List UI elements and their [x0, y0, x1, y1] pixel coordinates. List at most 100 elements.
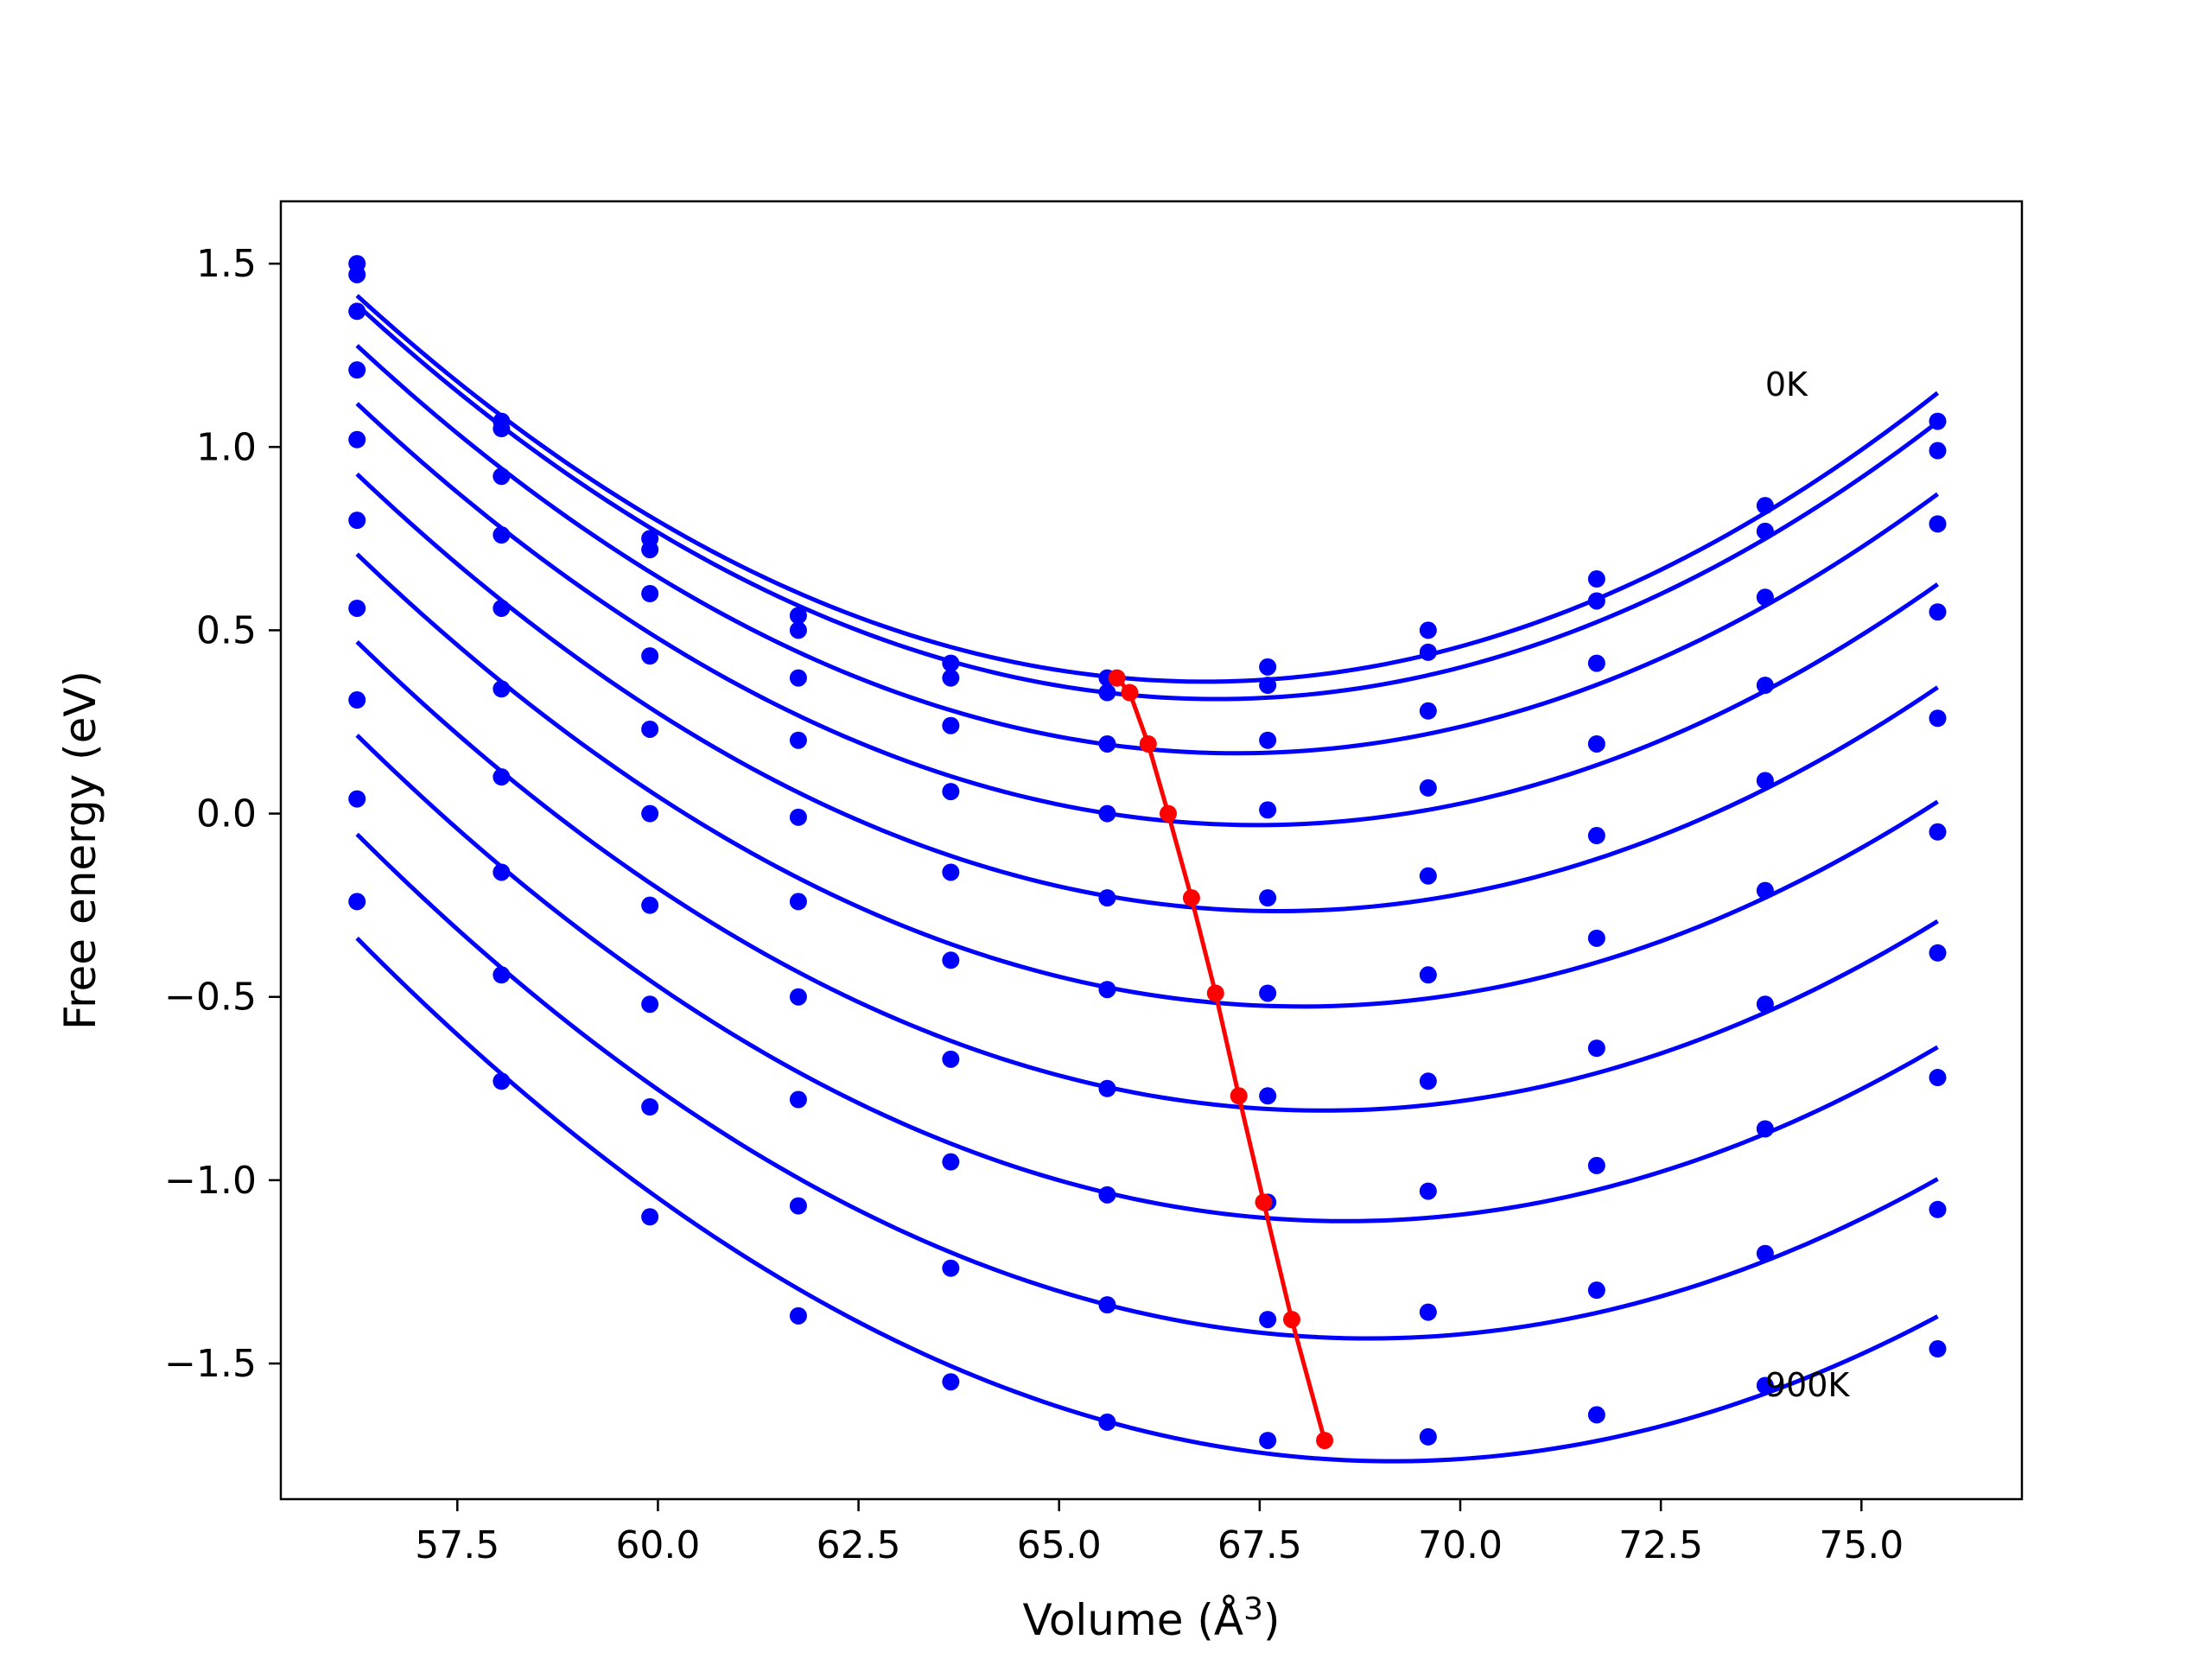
- curve-9-point: [1419, 1303, 1437, 1321]
- curve-3-point: [1419, 702, 1437, 720]
- curve-6-point: [1929, 823, 1947, 841]
- minimum-point: [1316, 1432, 1334, 1450]
- curve-line-4: [355, 402, 1939, 828]
- curve-8-point: [942, 1153, 960, 1171]
- axes-layer: 57.5 60.0 62.5 65.0 67.5 70.0 72.5 75.0 1.5 1.0 0.…: [164, 242, 1904, 1567]
- curve-1-point: [1756, 497, 1774, 515]
- curve-10-point: [789, 1306, 807, 1325]
- curve-9-point: [1259, 1311, 1277, 1329]
- curve-6-point: [1419, 966, 1437, 984]
- y-tick-label: 0.5: [196, 608, 257, 652]
- curve-4-point: [942, 783, 960, 801]
- y-tick-label: −0.5: [164, 976, 257, 1020]
- y-tick-label: 1.5: [196, 242, 257, 286]
- x-tick-label: 60.0: [615, 1523, 700, 1567]
- x-tick-label: 72.5: [1618, 1523, 1703, 1567]
- curve-2-point: [1929, 442, 1947, 460]
- curve-1-point: [789, 607, 807, 625]
- curve-line-5: [355, 472, 1939, 913]
- curve-5-point: [348, 430, 366, 448]
- curve-8-point: [641, 995, 659, 1014]
- curve-6-point: [1259, 984, 1277, 1002]
- y-tick-label: −1.0: [164, 1159, 257, 1203]
- curve-7-point: [1929, 944, 1947, 962]
- curve-7-point: [1587, 1039, 1605, 1058]
- curve-8-point: [789, 1090, 807, 1109]
- minima-line: [1115, 676, 1327, 1441]
- curve-line-10: [355, 936, 1939, 1464]
- curve-4-point: [348, 361, 366, 379]
- curve-8-point: [1756, 1120, 1774, 1138]
- curve-10-point: [1929, 1340, 1947, 1358]
- curve-7-point: [1259, 1087, 1277, 1105]
- curve-5-point: [1419, 867, 1437, 885]
- x-tick-label: 67.5: [1217, 1523, 1302, 1567]
- curve-2-point: [493, 420, 511, 438]
- curve-2-point: [1419, 643, 1437, 661]
- curve-1-point: [1419, 621, 1437, 639]
- curve-9-point: [1756, 1244, 1774, 1262]
- minimum-point: [1283, 1311, 1300, 1329]
- curve-4-point: [1587, 734, 1605, 753]
- curve-5-point: [789, 808, 807, 826]
- curve-line-2: [355, 302, 1940, 702]
- curve-6-point: [1756, 881, 1774, 899]
- curve-6-point: [348, 512, 366, 530]
- curve-4-point: [789, 731, 807, 749]
- x-tick-label: 62.5: [817, 1523, 901, 1567]
- curve-line-6: [355, 552, 1939, 1009]
- x-tick-label: 57.5: [415, 1523, 499, 1567]
- curve-10-point: [1259, 1432, 1277, 1450]
- curve-3-point: [1756, 588, 1774, 607]
- y-tick-label: 0.0: [196, 792, 257, 836]
- curve-3-point: [1587, 654, 1605, 672]
- curve-9-point: [1587, 1281, 1605, 1300]
- curve-7-point: [348, 599, 366, 617]
- curve-2-point: [942, 669, 960, 687]
- curve-2-point: [641, 541, 659, 559]
- curve-8-point: [1587, 1156, 1605, 1174]
- curve-2-point: [1587, 592, 1605, 610]
- curve-5-point: [1929, 709, 1947, 728]
- y-tick-label: −1.5: [164, 1342, 257, 1386]
- curve-3-point: [1259, 731, 1277, 749]
- curve-7-point: [1098, 1079, 1116, 1097]
- curve-6-point: [493, 680, 511, 698]
- curve-line-9: [355, 832, 1939, 1341]
- minimum-point: [1230, 1087, 1248, 1105]
- curve-4-point: [1259, 801, 1277, 819]
- curve-4-point: [1419, 779, 1437, 797]
- curve-4-point: [641, 647, 659, 665]
- minimum-point: [1182, 889, 1200, 907]
- curve-5-point: [1259, 889, 1277, 907]
- minimum-point: [1160, 804, 1177, 823]
- curve-6-point: [1587, 929, 1605, 947]
- curve-8-point: [1098, 1185, 1116, 1204]
- curve-5-point: [1098, 889, 1116, 907]
- curve-4-point: [1929, 603, 1947, 621]
- curve-3-point: [348, 302, 366, 321]
- curve-8-point: [348, 691, 366, 709]
- curve-5-point: [1587, 827, 1605, 845]
- curve-7-point: [493, 768, 511, 786]
- curve-line-1: [355, 294, 1940, 684]
- curve-9-point: [1098, 1296, 1116, 1314]
- curve-6-point: [641, 804, 659, 823]
- curve-8-point: [1419, 1182, 1437, 1200]
- curve-3-point: [1098, 734, 1116, 753]
- curve-9-point: [348, 790, 366, 808]
- y-tick-label: 1.0: [196, 425, 257, 469]
- curve-3-point: [493, 467, 511, 486]
- curve-10-point: [1419, 1427, 1437, 1446]
- curve-8-point: [1929, 1069, 1947, 1087]
- plot-layer: 0K 900K: [348, 255, 1947, 1464]
- curve-10-point: [1756, 1376, 1774, 1395]
- curve-9-point: [641, 1098, 659, 1116]
- curve-9-point: [789, 1197, 807, 1215]
- curve-line-8: [355, 734, 1939, 1224]
- curve-7-point: [1756, 995, 1774, 1014]
- curve-5-point: [493, 599, 511, 617]
- curve-10-point: [942, 1373, 960, 1391]
